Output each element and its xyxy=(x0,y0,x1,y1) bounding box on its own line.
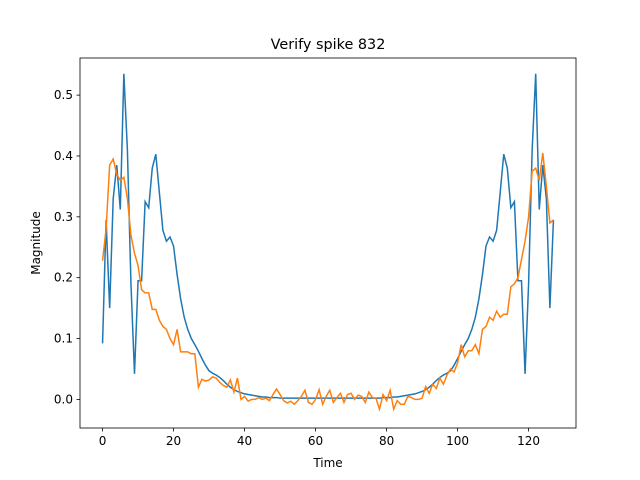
plot-frame xyxy=(79,57,577,429)
y-tick-label: 0.0 xyxy=(54,392,73,406)
y-tick-label: 0.2 xyxy=(54,271,73,285)
x-tick-label: 100 xyxy=(446,434,469,448)
x-tick-label: 20 xyxy=(166,434,181,448)
y-axis-label: Magnitude xyxy=(29,211,43,275)
x-tick-label: 80 xyxy=(379,434,394,448)
x-tick-label: 60 xyxy=(308,434,323,448)
y-tick-label: 0.1 xyxy=(54,332,73,346)
x-tick-label: 40 xyxy=(237,434,252,448)
y-tick-label: 0.3 xyxy=(54,210,73,224)
y-tick-label: 0.5 xyxy=(54,88,73,102)
data-line xyxy=(101,73,555,399)
x-axis-label: Time xyxy=(312,456,342,470)
x-tick-label: 120 xyxy=(517,434,540,448)
data-line xyxy=(101,152,554,412)
chart-title: Verify spike 832 xyxy=(271,37,386,53)
y-tick-label: 0.4 xyxy=(54,149,73,163)
x-tick-label: 0 xyxy=(99,434,107,448)
